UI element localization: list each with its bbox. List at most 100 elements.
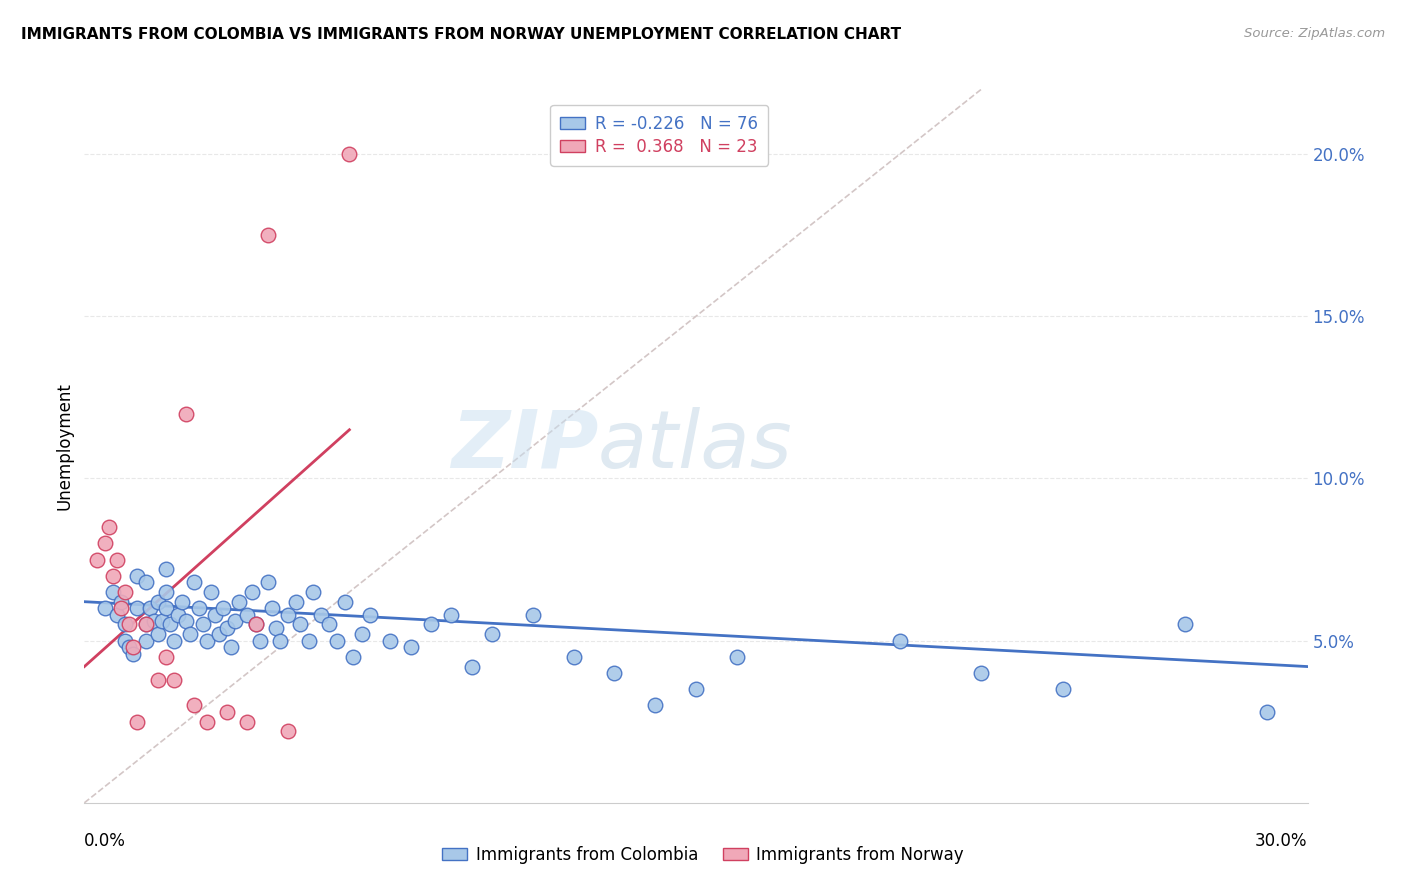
Point: [150, 614, 173, 628]
Point: [142, 614, 165, 628]
Point: [187, 601, 209, 615]
Point: [290, 617, 312, 632]
Point: [155, 601, 177, 615]
Point: [889, 633, 911, 648]
Point: [174, 407, 197, 421]
Point: [163, 633, 186, 648]
Text: atlas: atlas: [598, 407, 793, 485]
Point: [172, 595, 194, 609]
Point: [110, 595, 132, 609]
Point: [183, 698, 205, 713]
Text: 30.0%: 30.0%: [1256, 831, 1308, 849]
Point: [155, 649, 177, 664]
Point: [269, 633, 291, 648]
Point: [301, 585, 323, 599]
Point: [146, 673, 169, 687]
Point: [146, 627, 169, 641]
Point: [603, 666, 626, 681]
Point: [240, 585, 263, 599]
Point: [219, 640, 242, 654]
Point: [127, 568, 149, 582]
Point: [93, 601, 115, 615]
Point: [440, 607, 463, 622]
Point: [118, 640, 141, 654]
Legend: Immigrants from Colombia, Immigrants from Norway: Immigrants from Colombia, Immigrants fro…: [436, 839, 970, 871]
Point: [260, 601, 283, 615]
Text: ZIP: ZIP: [451, 407, 598, 485]
Point: [264, 621, 287, 635]
Point: [309, 607, 332, 622]
Point: [146, 595, 169, 609]
Point: [339, 147, 360, 161]
Point: [245, 617, 267, 632]
Point: [174, 614, 197, 628]
Point: [277, 724, 299, 739]
Point: [249, 633, 271, 648]
Point: [1174, 617, 1197, 632]
Point: [138, 601, 160, 615]
Point: [562, 649, 585, 664]
Point: [97, 520, 120, 534]
Point: [228, 595, 250, 609]
Point: [644, 698, 666, 713]
Point: [155, 585, 177, 599]
Point: [257, 228, 280, 243]
Point: [277, 607, 299, 622]
Point: [122, 647, 145, 661]
Point: [127, 601, 149, 615]
Point: [285, 595, 308, 609]
Point: [118, 617, 141, 632]
Legend: R = -0.226   N = 76, R =  0.368   N = 23: R = -0.226 N = 76, R = 0.368 N = 23: [550, 104, 768, 166]
Point: [200, 585, 222, 599]
Point: [318, 617, 340, 632]
Point: [110, 601, 132, 615]
Point: [224, 614, 246, 628]
Point: [179, 627, 201, 641]
Point: [105, 552, 128, 566]
Point: [183, 575, 205, 590]
Point: [114, 633, 136, 648]
Point: [481, 627, 503, 641]
Point: [461, 659, 484, 673]
Point: [399, 640, 422, 654]
Text: IMMIGRANTS FROM COLOMBIA VS IMMIGRANTS FROM NORWAY UNEMPLOYMENT CORRELATION CHAR: IMMIGRANTS FROM COLOMBIA VS IMMIGRANTS F…: [21, 27, 901, 42]
Point: [155, 562, 177, 576]
Point: [93, 536, 115, 550]
Point: [217, 621, 239, 635]
Point: [135, 617, 157, 632]
Text: 0.0%: 0.0%: [84, 831, 127, 849]
Point: [195, 714, 218, 729]
Point: [105, 607, 128, 622]
Point: [350, 627, 373, 641]
Point: [342, 649, 364, 664]
Point: [245, 617, 267, 632]
Point: [195, 633, 218, 648]
Point: [101, 568, 124, 582]
Point: [380, 633, 402, 648]
Y-axis label: Unemployment: Unemployment: [55, 382, 73, 510]
Point: [135, 633, 157, 648]
Point: [335, 595, 357, 609]
Point: [420, 617, 443, 632]
Point: [135, 575, 157, 590]
Point: [236, 714, 259, 729]
Point: [217, 705, 239, 719]
Point: [159, 617, 181, 632]
Point: [191, 617, 214, 632]
Point: [1052, 682, 1074, 697]
Point: [298, 633, 321, 648]
Point: [127, 714, 149, 729]
Text: Source: ZipAtlas.com: Source: ZipAtlas.com: [1244, 27, 1385, 40]
Point: [122, 640, 145, 654]
Point: [236, 607, 259, 622]
Point: [522, 607, 544, 622]
Point: [208, 627, 231, 641]
Point: [167, 607, 190, 622]
Point: [114, 585, 136, 599]
Point: [970, 666, 993, 681]
Point: [204, 607, 226, 622]
Point: [685, 682, 707, 697]
Point: [725, 649, 748, 664]
Point: [359, 607, 381, 622]
Point: [163, 673, 186, 687]
